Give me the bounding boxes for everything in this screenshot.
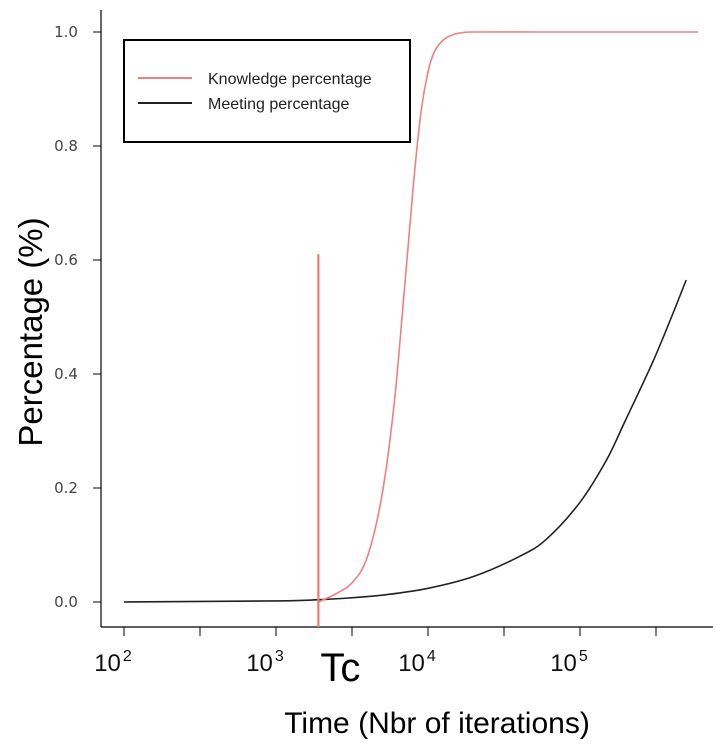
x-tick-label: 10 2 [94, 648, 132, 677]
x-tick-label: 10 5 [550, 648, 588, 677]
legend-box [124, 40, 410, 142]
x-tick-label: 10 4 [398, 648, 436, 677]
annotation-layer: Tc [318, 254, 360, 690]
y-tick-label: 0.0 [54, 593, 78, 611]
y-tick-label: 0.8 [54, 137, 78, 155]
y-axis-label: Percentage (%) [12, 217, 49, 446]
tc-label: Tc [320, 646, 360, 690]
legend-label-knowledge: Knowledge percentage [208, 71, 372, 88]
x-tick-label: 10 3 [246, 648, 284, 677]
y-tick-label: 0.4 [54, 365, 78, 383]
x-axis-label: Time (Nbr of iterations) [284, 707, 590, 740]
legend: Knowledge percentage Meeting percentage [124, 40, 410, 142]
y-tick-label: 1.0 [54, 23, 78, 41]
y-tick-label: 0.6 [54, 251, 78, 269]
legend-label-meeting: Meeting percentage [208, 96, 350, 113]
x-ticks: 10 2 10 3 10 4 10 5 [94, 627, 656, 677]
y-ticks: 0.0 0.2 0.4 0.6 0.8 1.0 [54, 23, 101, 611]
y-tick-label: 0.2 [54, 479, 78, 497]
series-line-meeting-percentage [124, 280, 686, 602]
